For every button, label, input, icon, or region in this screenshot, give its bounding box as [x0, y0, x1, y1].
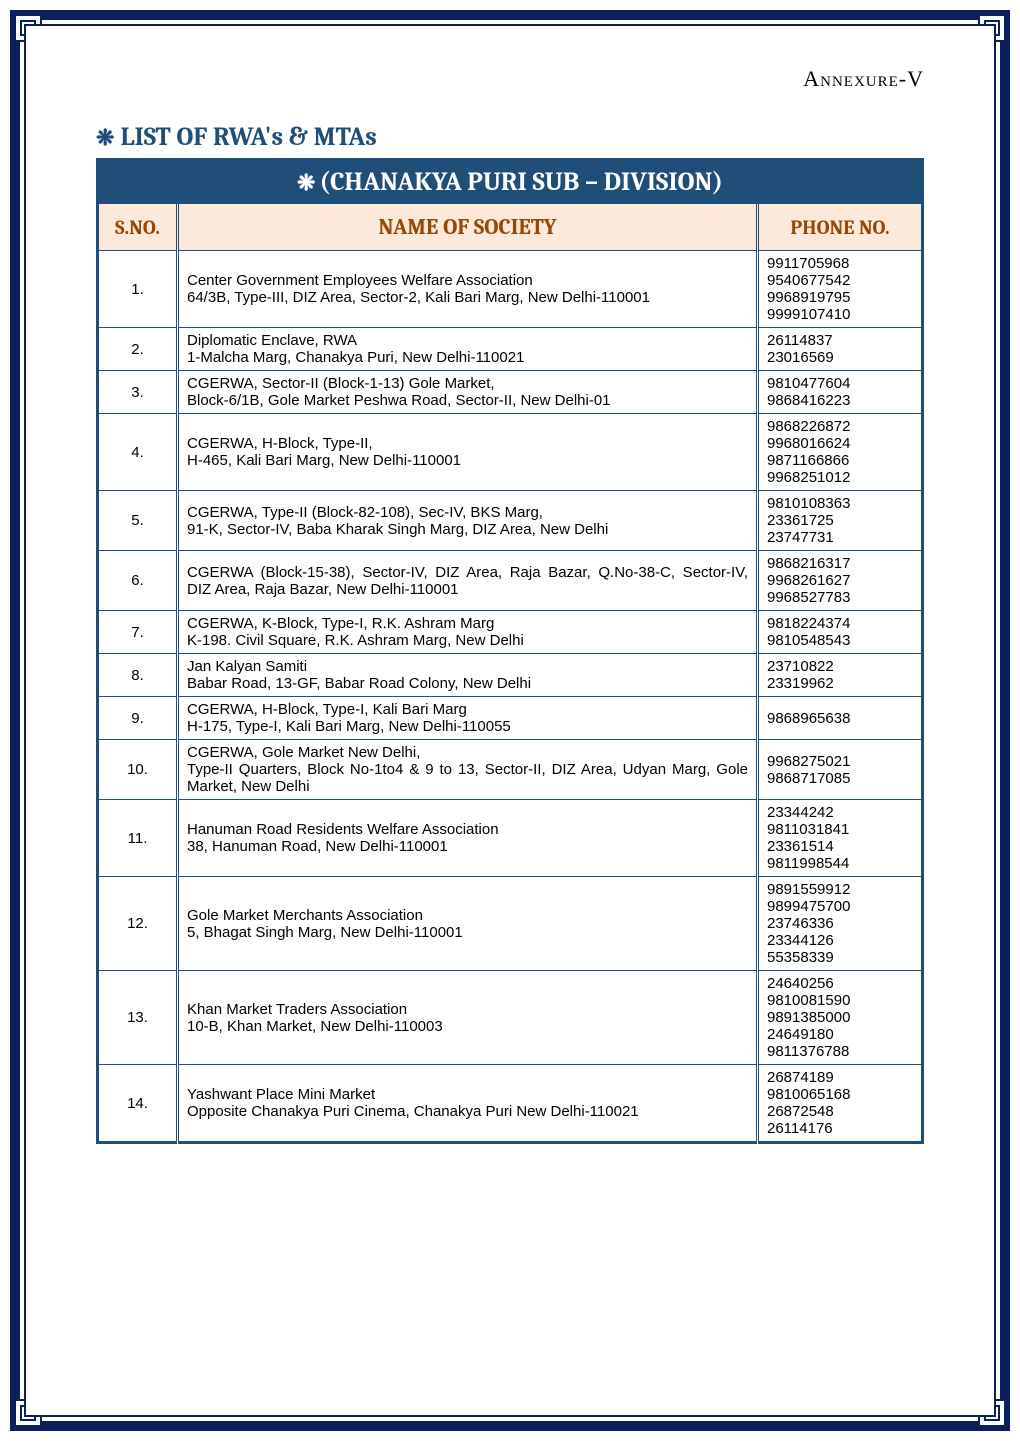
cell-name: CGERWA, K-Block, Type-I, R.K. Ashram Mar…	[178, 611, 758, 654]
col-header-name: NAME OF SOCIETY	[178, 204, 758, 251]
cell-name: Center Government Employees Welfare Asso…	[178, 251, 758, 328]
cell-phone: 9868965638	[758, 697, 923, 740]
cell-name: CGERWA, Gole Market New Delhi, Type-II Q…	[178, 740, 758, 800]
list-heading-text: LIST OF RWA's & MTAs	[120, 122, 376, 152]
cell-sno: 12.	[98, 877, 178, 971]
cell-phone: 23344242 9811031841 23361514 9811998544	[758, 800, 923, 877]
table-title-text: (CHANAKYA PURI SUB – DIVISION)	[319, 167, 722, 197]
table-row: 3.CGERWA, Sector-II (Block-1-13) Gole Ma…	[98, 371, 923, 414]
cell-sno: 5.	[98, 491, 178, 551]
cell-phone: 9810108363 23361725 23747731	[758, 491, 923, 551]
table-row: 10.CGERWA, Gole Market New Delhi, Type-I…	[98, 740, 923, 800]
outer-border: Annexure-V ❋LIST OF RWA's & MTAs ❋(CHANA…	[10, 10, 1010, 1431]
cell-phone: 23710822 23319962	[758, 654, 923, 697]
col-header-phone: PHONE NO.	[758, 204, 923, 251]
cell-name: Hanuman Road Residents Welfare Associati…	[178, 800, 758, 877]
cell-name: CGERWA, H-Block, Type-I, Kali Bari Marg …	[178, 697, 758, 740]
cell-name: Jan Kalyan Samiti Babar Road, 13-GF, Bab…	[178, 654, 758, 697]
table-title-row: ❋(CHANAKYA PURI SUB – DIVISION)	[98, 160, 923, 204]
cell-phone: 9810477604 9868416223	[758, 371, 923, 414]
cell-name: Gole Market Merchants Association 5, Bha…	[178, 877, 758, 971]
cell-sno: 11.	[98, 800, 178, 877]
table-row: 6.CGERWA (Block-15-38), Sector-IV, DIZ A…	[98, 551, 923, 611]
cell-phone: 9911705968 9540677542 9968919795 9999107…	[758, 251, 923, 328]
col-header-sno: S.NO.	[98, 204, 178, 251]
cell-name: CGERWA (Block-15-38), Sector-IV, DIZ Are…	[178, 551, 758, 611]
cell-name: CGERWA, Sector-II (Block-1-13) Gole Mark…	[178, 371, 758, 414]
cell-sno: 14.	[98, 1065, 178, 1143]
cell-sno: 3.	[98, 371, 178, 414]
inner-border: Annexure-V ❋LIST OF RWA's & MTAs ❋(CHANA…	[24, 24, 996, 1417]
cell-sno: 13.	[98, 971, 178, 1065]
table-header-row: S.NO. NAME OF SOCIETY PHONE NO.	[98, 204, 923, 251]
table-row: 7.CGERWA, K-Block, Type-I, R.K. Ashram M…	[98, 611, 923, 654]
table-row: 13.Khan Market Traders Association 10-B,…	[98, 971, 923, 1065]
cell-name: CGERWA, H-Block, Type-II, H-465, Kali Ba…	[178, 414, 758, 491]
cell-sno: 7.	[98, 611, 178, 654]
table-row: 12.Gole Market Merchants Association 5, …	[98, 877, 923, 971]
table-row: 9.CGERWA, H-Block, Type-I, Kali Bari Mar…	[98, 697, 923, 740]
cell-name: Diplomatic Enclave, RWA 1-Malcha Marg, C…	[178, 328, 758, 371]
table-title-cell: ❋(CHANAKYA PURI SUB – DIVISION)	[98, 160, 923, 204]
cell-sno: 2.	[98, 328, 178, 371]
flower-icon: ❋	[96, 125, 114, 151]
table-row: 11.Hanuman Road Residents Welfare Associ…	[98, 800, 923, 877]
table-row: 2.Diplomatic Enclave, RWA 1-Malcha Marg,…	[98, 328, 923, 371]
cell-phone: 9891559912 9899475700 23746336 23344126 …	[758, 877, 923, 971]
page: Annexure-V ❋LIST OF RWA's & MTAs ❋(CHANA…	[0, 0, 1020, 1441]
table-row: 14.Yashwant Place Mini Market Opposite C…	[98, 1065, 923, 1143]
cell-sno: 10.	[98, 740, 178, 800]
cell-sno: 4.	[98, 414, 178, 491]
table-row: 1.Center Government Employees Welfare As…	[98, 251, 923, 328]
cell-phone: 9868226872 9968016624 9871166866 9968251…	[758, 414, 923, 491]
cell-phone: 24640256 9810081590 9891385000 24649180 …	[758, 971, 923, 1065]
cell-phone: 26874189 9810065168 26872548 26114176	[758, 1065, 923, 1143]
annexure-label: Annexure-V	[96, 66, 924, 92]
cell-name: Khan Market Traders Association 10-B, Kh…	[178, 971, 758, 1065]
cell-sno: 8.	[98, 654, 178, 697]
table-row: 8.Jan Kalyan Samiti Babar Road, 13-GF, B…	[98, 654, 923, 697]
cell-phone: 26114837 23016569	[758, 328, 923, 371]
cell-phone: 9968275021 9868717085	[758, 740, 923, 800]
societies-table: ❋(CHANAKYA PURI SUB – DIVISION) S.NO. NA…	[96, 158, 924, 1144]
flower-icon: ❋	[297, 170, 315, 196]
cell-sno: 1.	[98, 251, 178, 328]
cell-sno: 6.	[98, 551, 178, 611]
cell-name: Yashwant Place Mini Market Opposite Chan…	[178, 1065, 758, 1143]
cell-phone: 9868216317 9968261627 9968527783	[758, 551, 923, 611]
table-row: 4.CGERWA, H-Block, Type-II, H-465, Kali …	[98, 414, 923, 491]
cell-sno: 9.	[98, 697, 178, 740]
table-row: 5.CGERWA, Type-II (Block-82-108), Sec-IV…	[98, 491, 923, 551]
cell-phone: 9818224374 9810548543	[758, 611, 923, 654]
cell-name: CGERWA, Type-II (Block-82-108), Sec-IV, …	[178, 491, 758, 551]
table-body: 1.Center Government Employees Welfare As…	[98, 251, 923, 1143]
list-heading: ❋LIST OF RWA's & MTAs	[96, 122, 924, 152]
